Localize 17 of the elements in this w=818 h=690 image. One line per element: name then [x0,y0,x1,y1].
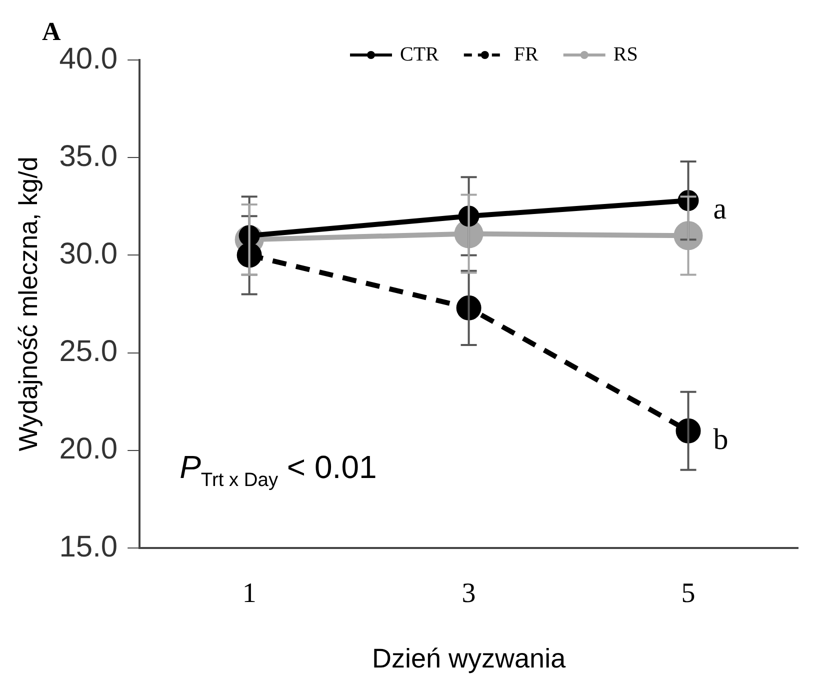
y-tick-label: 15.0 [59,530,118,564]
chart-title: A [42,17,61,46]
y-tick-label: 35.0 [59,140,118,173]
y-tick-label: 20.0 [59,432,118,466]
y-tick-label: 30.0 [59,237,118,270]
legend-label: FR [514,43,540,66]
x-tick-label: 5 [681,578,696,610]
y-tick-label: 25.0 [59,335,118,368]
annotation: b [713,422,728,456]
legend-label: CTR [400,43,440,66]
y-tick-label: 40.0 [59,42,118,76]
annotation: a [713,192,727,226]
x-tick-label: 3 [462,578,476,610]
x-axis-title: Dzień wyzwania [372,643,567,674]
x-tick-label: 1 [242,578,256,610]
legend-label: RS [613,43,638,66]
y-axis-title: Wydajność mleczna, kg/d [12,156,43,452]
